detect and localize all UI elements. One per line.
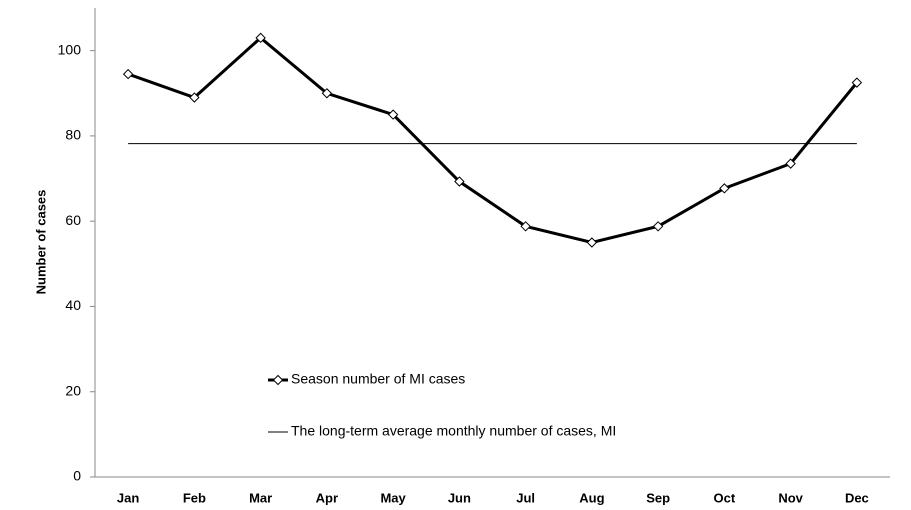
x-tick-label: Oct [714,490,736,505]
x-tick-label: Jul [516,490,535,505]
point-marker [719,183,730,194]
x-tick-label: Dec [845,490,869,505]
y-axis-label: Number of cases [33,190,48,295]
point-marker [652,221,664,232]
point-marker [122,68,134,80]
x-tick-label: Nov [778,490,803,505]
series-line [127,35,859,245]
point-marker [851,77,863,88]
point-marker [387,109,399,120]
y-tick-label: 20 [65,382,81,398]
y-tick-label: 60 [65,212,81,228]
legend-marker [272,374,284,386]
y-tick-label: 80 [65,127,81,143]
x-tick-label: Apr [316,490,338,505]
y-tick-label: 40 [65,297,81,313]
x-tick-label: Feb [183,490,206,505]
x-tick-label: Mar [249,490,272,505]
y-tick-label: 0 [73,468,81,484]
x-tick-label: Sep [646,490,670,505]
y-tick-label: 100 [58,41,82,57]
x-tick-label: Jun [448,490,471,505]
point-marker [586,237,598,248]
legend-label: Season number of MI cases [291,371,465,387]
point-marker [321,88,333,99]
x-tick-label: Aug [579,490,604,505]
legend-label: The long-term average monthly number of … [291,423,616,439]
point-marker [255,32,266,44]
point-marker [454,176,465,187]
point-marker [189,92,200,103]
point-marker [785,158,796,169]
point-marker [520,221,531,232]
x-tick-label: Jan [117,490,139,505]
x-tick-label: May [380,490,406,505]
